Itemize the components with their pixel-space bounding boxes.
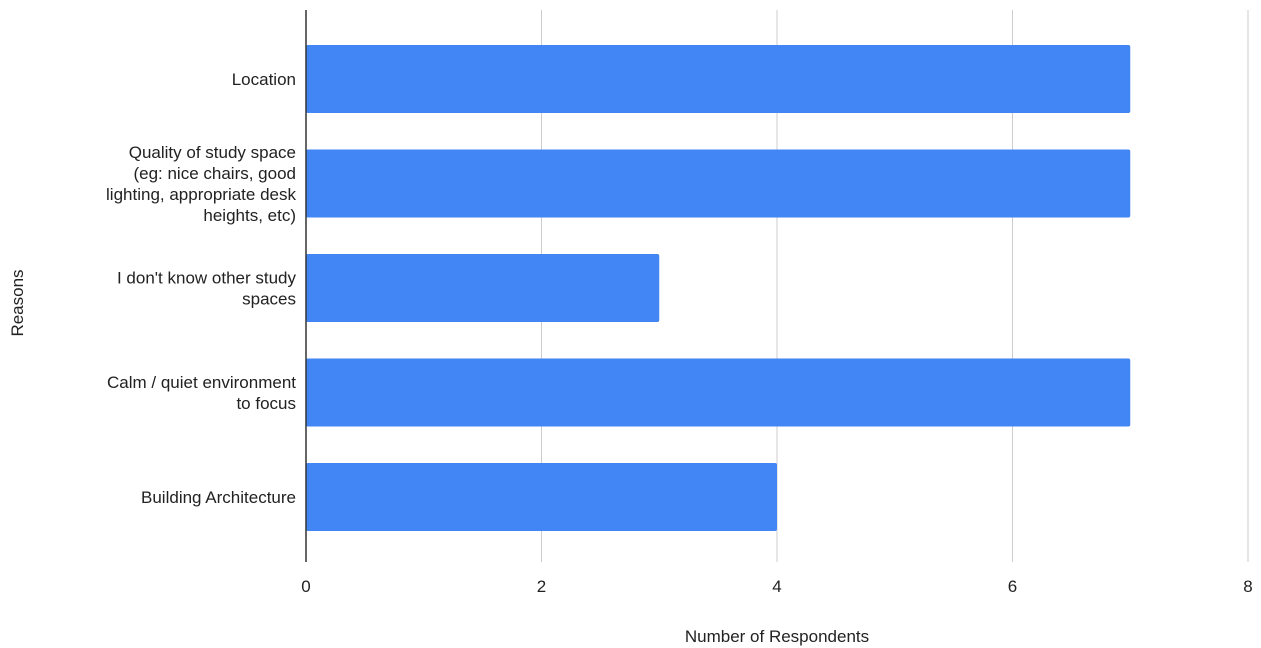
x-tick-label: 6 [1008,577,1017,596]
category-label-line: to focus [236,394,296,413]
y-axis-title: Reasons [8,269,27,336]
category-label: I don't know other study spaces [117,269,297,309]
bars [306,45,1131,531]
x-tick-labels: 0 2 4 6 8 [301,577,1252,596]
x-axis-title: Number of Respondents [685,627,869,646]
bar [306,149,1131,218]
category-label: Quality of study space (eg: nice chairs, … [106,143,296,225]
category-label: Location [232,70,296,89]
bar [306,254,660,322]
category-label-line: spaces [242,290,296,309]
category-label-line: Quality of study space [129,143,296,162]
x-tick-label: 0 [301,577,310,596]
category-label-line: Building Architecture [141,488,296,507]
category-label-line: heights, etc) [203,206,296,225]
category-labels: Location Quality of study space (eg: nice … [106,70,296,507]
x-tick-label: 4 [772,577,781,596]
category-label-line: (eg: nice chairs, good [133,164,296,183]
category-label: Building Architecture [141,488,296,507]
category-label: Calm / quiet environment to focus [107,373,296,413]
category-label-line: lighting, appropriate desk [106,185,296,204]
x-tick-label: 8 [1243,577,1252,596]
bar [306,45,1131,113]
bar [306,358,1131,427]
category-label-line: Location [232,70,296,89]
x-tick-label: 2 [537,577,546,596]
category-label-line: I don't know other study [117,269,297,288]
category-label-line: Calm / quiet environment [107,373,296,392]
bar [306,463,777,531]
